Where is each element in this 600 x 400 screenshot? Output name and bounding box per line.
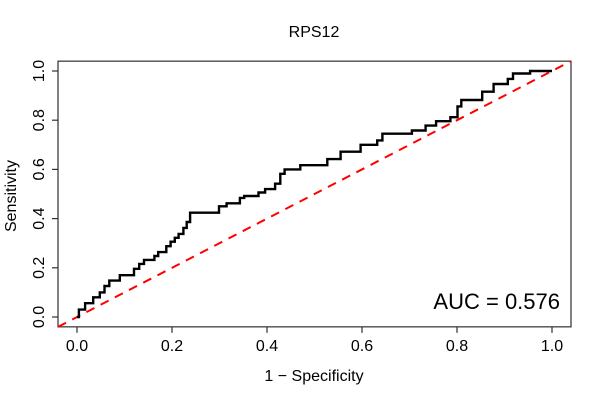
plot-dynamic-layer: 0.0 0.2 0.4 0.6 0.8 1.0 0.0 0.2 0.4 0.6 0.8 1.0 bbox=[31, 60, 572, 355]
plot-title: RPS12 bbox=[289, 24, 340, 41]
y-tick-label: 0.0 bbox=[31, 306, 48, 328]
x-tick-label: 0.4 bbox=[256, 338, 278, 355]
y-tick-label: 0.6 bbox=[31, 158, 48, 180]
x-tick-label: 1.0 bbox=[541, 338, 563, 355]
x-tick-label: 0.0 bbox=[66, 338, 88, 355]
x-axis-label: 1 − Specificity bbox=[264, 368, 363, 385]
diagonal-reference-line bbox=[57, 60, 572, 328]
y-tick-label: 1.0 bbox=[31, 60, 48, 82]
x-tick-label: 0.2 bbox=[161, 338, 183, 355]
y-axis-label: Sensitivity bbox=[3, 160, 20, 232]
y-tick-label: 0.4 bbox=[31, 207, 48, 229]
auc-annotation: AUC = 0.576 bbox=[433, 289, 560, 314]
x-tick-label: 0.8 bbox=[446, 338, 468, 355]
x-tick-label: 0.6 bbox=[351, 338, 373, 355]
y-tick-label: 0.2 bbox=[31, 257, 48, 279]
y-tick-label: 0.8 bbox=[31, 109, 48, 131]
roc-curve-path bbox=[77, 69, 552, 319]
plot-box bbox=[57, 60, 572, 328]
